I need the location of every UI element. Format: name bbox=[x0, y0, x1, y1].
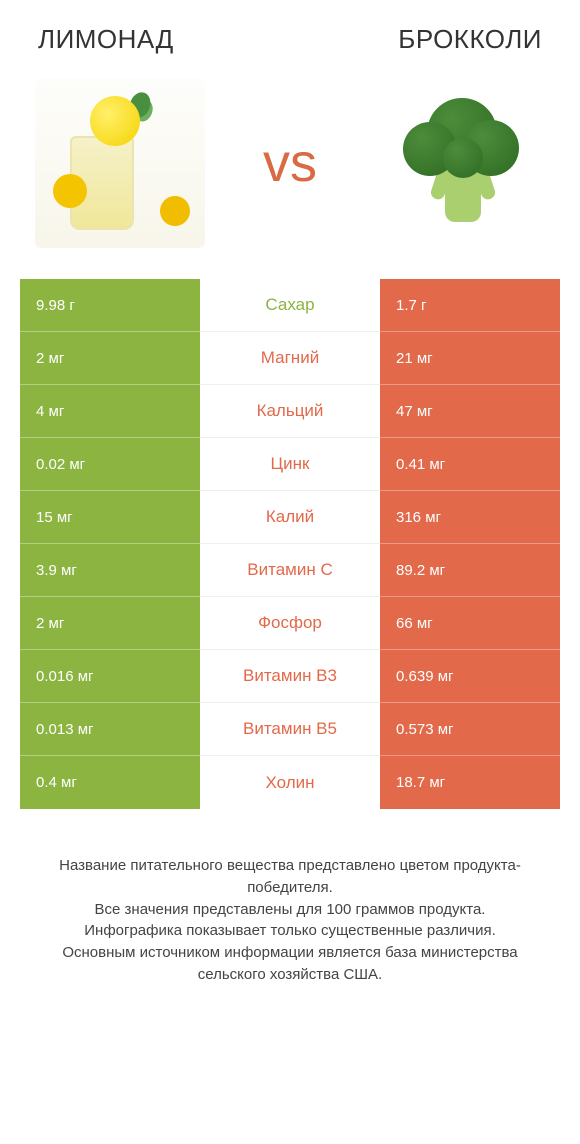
left-value-cell: 0.013 мг bbox=[20, 703, 200, 756]
left-product-title: ЛИМОНАД bbox=[38, 24, 174, 55]
right-value-cell: 0.573 мг bbox=[380, 703, 560, 756]
nutrient-label: Витамин B3 bbox=[200, 650, 380, 703]
left-value-cell: 3.9 мг bbox=[20, 544, 200, 597]
nutrient-label: Кальций bbox=[200, 385, 380, 438]
table-row: 0.02 мгЦинк0.41 мг bbox=[20, 438, 560, 491]
table-row: 4 мгКальций47 мг bbox=[20, 385, 560, 438]
table-row: 0.013 мгВитамин B50.573 мг bbox=[20, 703, 560, 756]
table-row: 2 мгМагний21 мг bbox=[20, 332, 560, 385]
left-value-cell: 9.98 г bbox=[20, 279, 200, 332]
vs-label: vs bbox=[263, 132, 317, 194]
right-value-cell: 89.2 мг bbox=[380, 544, 560, 597]
left-value-cell: 0.02 мг bbox=[20, 438, 200, 491]
header-row: ЛИМОНАД БРОККОЛИ bbox=[20, 24, 560, 55]
footer-line: Инфографика показывает только существенн… bbox=[32, 920, 548, 942]
broccoli-image bbox=[370, 73, 550, 253]
nutrient-label: Магний bbox=[200, 332, 380, 385]
right-value-cell: 47 мг bbox=[380, 385, 560, 438]
table-row: 3.9 мгВитамин C89.2 мг bbox=[20, 544, 560, 597]
nutrient-label: Витамин C bbox=[200, 544, 380, 597]
table-row: 2 мгФосфор66 мг bbox=[20, 597, 560, 650]
left-value-cell: 2 мг bbox=[20, 332, 200, 385]
nutrient-label: Витамин B5 bbox=[200, 703, 380, 756]
right-value-cell: 1.7 г bbox=[380, 279, 560, 332]
nutrient-label: Фосфор bbox=[200, 597, 380, 650]
table-row: 15 мгКалий316 мг bbox=[20, 491, 560, 544]
nutrient-label: Калий bbox=[200, 491, 380, 544]
footer-line: Основным источником информации является … bbox=[32, 942, 548, 986]
lemonade-image bbox=[30, 73, 210, 253]
footer-line: Все значения представлены для 100 граммо… bbox=[32, 899, 548, 921]
nutrient-label: Холин bbox=[200, 756, 380, 809]
right-value-cell: 66 мг bbox=[380, 597, 560, 650]
nutrient-label: Сахар bbox=[200, 279, 380, 332]
right-value-cell: 0.639 мг bbox=[380, 650, 560, 703]
infographic-container: ЛИМОНАД БРОККОЛИ vs 9.98 гСахар1.7 г2 мг… bbox=[0, 0, 580, 1006]
left-value-cell: 4 мг bbox=[20, 385, 200, 438]
footer-line: Название питательного вещества представл… bbox=[32, 855, 548, 899]
right-value-cell: 21 мг bbox=[380, 332, 560, 385]
nutrient-label: Цинк bbox=[200, 438, 380, 491]
right-value-cell: 316 мг bbox=[380, 491, 560, 544]
table-row: 0.016 мгВитамин B30.639 мг bbox=[20, 650, 560, 703]
left-value-cell: 2 мг bbox=[20, 597, 200, 650]
right-value-cell: 0.41 мг bbox=[380, 438, 560, 491]
comparison-table: 9.98 гСахар1.7 г2 мгМагний21 мг4 мгКальц… bbox=[20, 279, 560, 809]
left-value-cell: 0.4 мг bbox=[20, 756, 200, 809]
footer-notes: Название питательного вещества представл… bbox=[20, 855, 560, 986]
visual-row: vs bbox=[20, 73, 560, 279]
right-product-title: БРОККОЛИ bbox=[398, 24, 542, 55]
left-value-cell: 0.016 мг bbox=[20, 650, 200, 703]
left-value-cell: 15 мг bbox=[20, 491, 200, 544]
table-row: 0.4 мгХолин18.7 мг bbox=[20, 756, 560, 809]
table-row: 9.98 гСахар1.7 г bbox=[20, 279, 560, 332]
right-value-cell: 18.7 мг bbox=[380, 756, 560, 809]
